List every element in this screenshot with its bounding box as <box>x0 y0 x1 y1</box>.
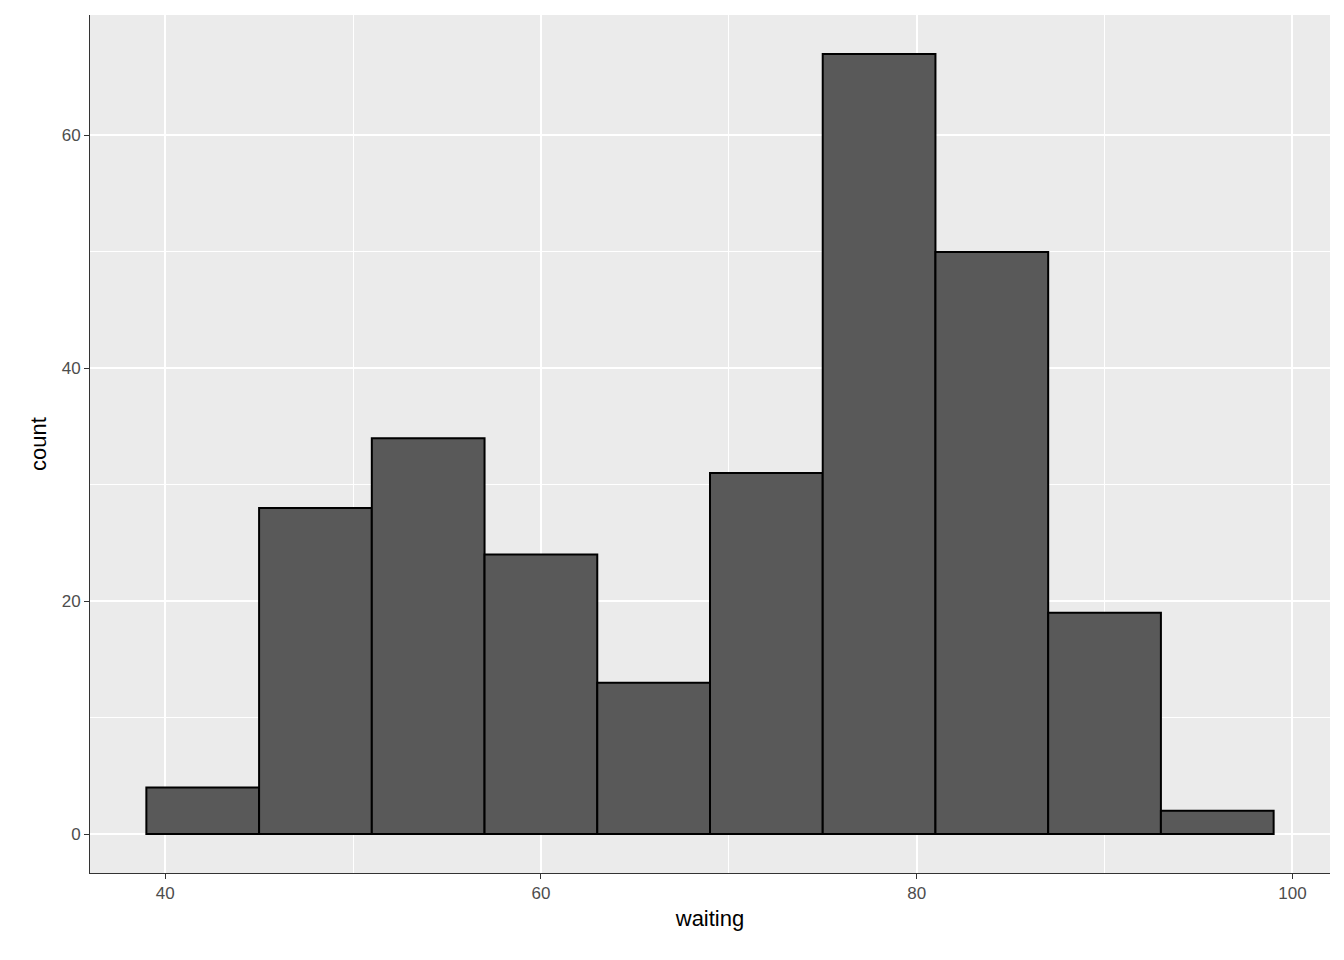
svg-text:60: 60 <box>531 884 550 903</box>
svg-text:40: 40 <box>62 359 81 378</box>
svg-text:0: 0 <box>71 825 80 844</box>
svg-text:waiting: waiting <box>675 906 744 931</box>
svg-text:80: 80 <box>907 884 926 903</box>
svg-text:20: 20 <box>62 592 81 611</box>
svg-text:40: 40 <box>156 884 175 903</box>
svg-text:100: 100 <box>1278 884 1306 903</box>
svg-text:count: count <box>26 417 51 471</box>
svg-text:60: 60 <box>62 126 81 145</box>
